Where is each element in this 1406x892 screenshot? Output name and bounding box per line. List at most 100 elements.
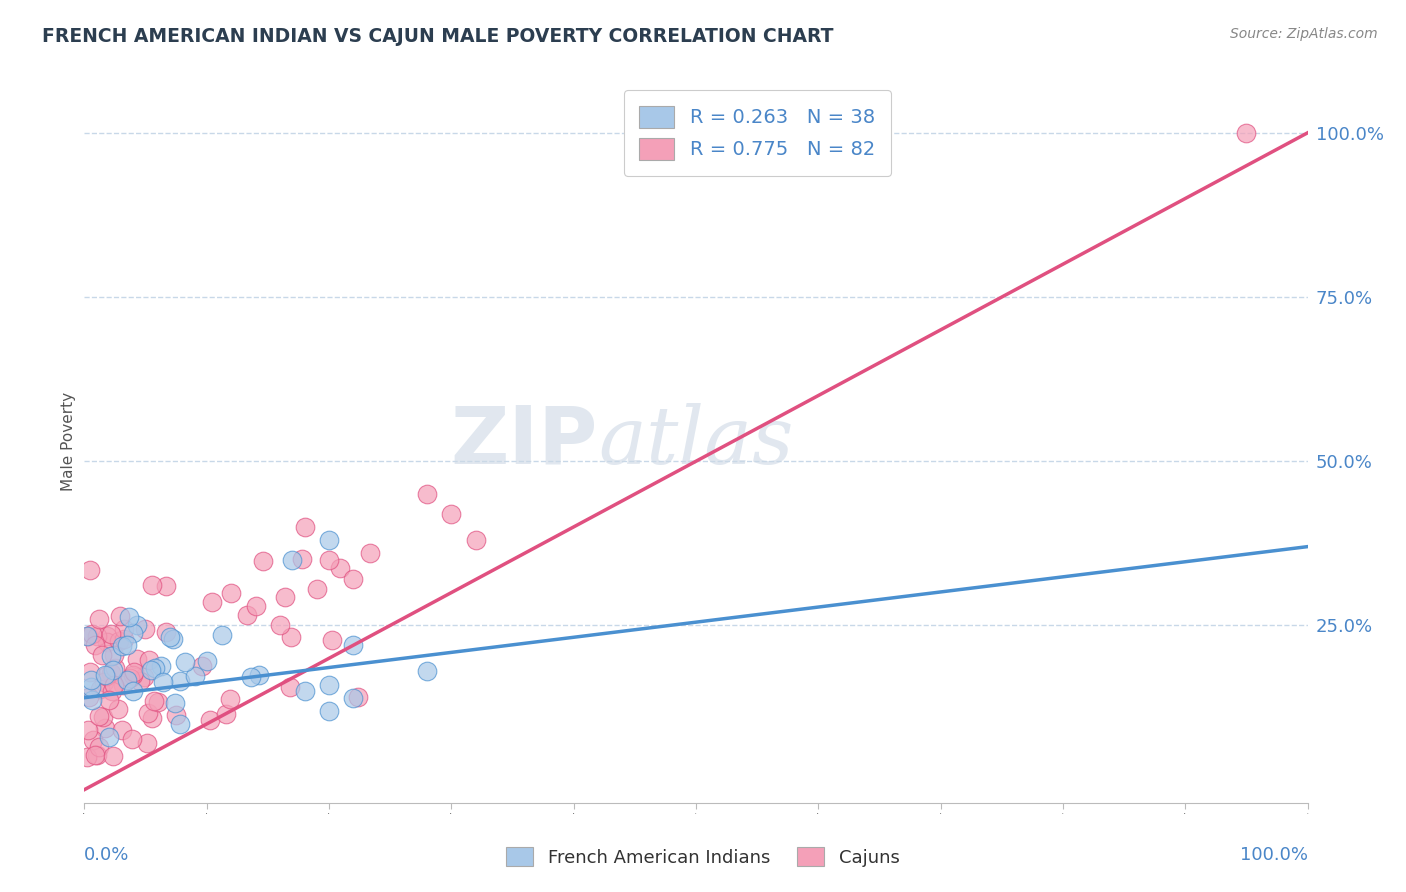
Point: [111, 723, 134, 738]
Point: [321, 633, 343, 648]
Point: [359, 546, 381, 560]
Point: [91, 648, 114, 662]
Point: [107, 702, 129, 716]
Point: [101, 663, 124, 677]
Point: [269, 618, 291, 632]
Point: [281, 553, 304, 567]
Point: [143, 660, 166, 674]
Point: [146, 695, 169, 709]
Point: [201, 595, 224, 609]
Point: [329, 561, 352, 575]
Point: [125, 618, 148, 632]
Point: [79, 563, 101, 577]
Point: [125, 652, 148, 666]
Point: [121, 731, 143, 746]
Point: [198, 713, 221, 727]
Point: [219, 585, 242, 599]
Point: [94, 668, 117, 682]
Point: [120, 671, 142, 685]
Point: [245, 599, 267, 613]
Point: [112, 678, 135, 692]
Text: 0.0%: 0.0%: [84, 847, 129, 864]
Point: [218, 692, 240, 706]
Point: [96, 629, 118, 643]
Point: [291, 552, 314, 566]
Point: [100, 649, 122, 664]
Point: [110, 609, 132, 624]
Point: [82, 733, 104, 747]
Point: [195, 654, 218, 668]
Point: [97, 693, 120, 707]
Point: [152, 675, 174, 690]
Point: [80, 673, 103, 688]
Point: [112, 632, 135, 646]
Point: [159, 630, 181, 644]
Point: [80, 692, 103, 706]
Point: [236, 608, 259, 623]
Point: [76, 723, 98, 738]
Point: [240, 670, 263, 684]
Point: [100, 666, 122, 681]
Point: [169, 673, 191, 688]
Point: [117, 609, 139, 624]
Point: [464, 533, 486, 547]
Y-axis label: Male Poverty: Male Poverty: [60, 392, 76, 491]
Point: [215, 707, 238, 722]
Point: [96, 634, 118, 648]
Point: [82, 627, 104, 641]
Point: [77, 690, 100, 704]
Legend: R = 0.263   N = 38, R = 0.775   N = 82: R = 0.263 N = 38, R = 0.775 N = 82: [624, 90, 890, 176]
Point: [76, 749, 98, 764]
Point: [278, 681, 301, 695]
Point: [103, 648, 125, 662]
Text: 100.0%: 100.0%: [1240, 847, 1308, 864]
Point: [100, 684, 122, 698]
Point: [211, 627, 233, 641]
Point: [318, 677, 340, 691]
Point: [318, 533, 340, 547]
Point: [101, 748, 124, 763]
Point: [79, 665, 101, 680]
Point: [141, 711, 163, 725]
Point: [274, 590, 297, 604]
Point: [77, 629, 100, 643]
Point: [440, 507, 463, 521]
Point: [183, 669, 205, 683]
Point: [122, 626, 145, 640]
Point: [93, 721, 115, 735]
Point: [342, 638, 364, 652]
Point: [347, 690, 370, 705]
Point: [294, 520, 316, 534]
Point: [112, 622, 135, 636]
Point: [122, 684, 145, 698]
Point: [86, 629, 108, 643]
Text: Source: ZipAtlas.com: Source: ZipAtlas.com: [1230, 27, 1378, 41]
Point: [117, 673, 139, 687]
Point: [91, 710, 114, 724]
Point: [141, 577, 163, 591]
Point: [342, 573, 364, 587]
Point: [111, 640, 134, 654]
Point: [155, 625, 177, 640]
Point: [132, 670, 155, 684]
Point: [108, 634, 131, 648]
Point: [122, 668, 145, 682]
Point: [87, 708, 110, 723]
Point: [252, 554, 274, 568]
Point: [115, 639, 138, 653]
Point: [1236, 126, 1258, 140]
Point: [416, 665, 439, 679]
Point: [139, 664, 162, 678]
Point: [122, 665, 145, 679]
Point: [138, 653, 160, 667]
Point: [280, 630, 302, 644]
Point: [162, 632, 184, 646]
Point: [83, 638, 105, 652]
Legend: French American Indians, Cajuns: French American Indians, Cajuns: [499, 840, 907, 874]
Point: [134, 622, 156, 636]
Point: [318, 704, 340, 718]
Point: [247, 668, 270, 682]
Point: [294, 684, 316, 698]
Point: [100, 627, 122, 641]
Point: [103, 678, 125, 692]
